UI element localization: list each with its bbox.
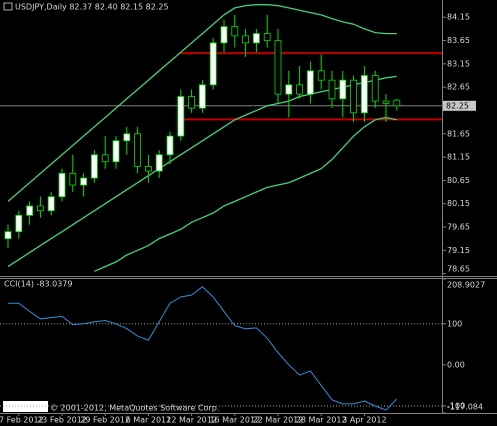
candle-body [209,42,217,86]
x-tick-label: 28 Mar 2012 [296,416,347,425]
band-upper [7,4,397,202]
x-tick-label: 3 Apr 2012 [342,416,386,425]
y-tick-label: 82.65 [447,83,470,92]
candle-body [15,214,23,233]
y-tick-label: 208.9027 [447,281,485,290]
candle-body [382,100,390,104]
band-lower [94,116,397,272]
chart-title: USDJPY,Daily 82.37 82.40 82.15 82.25 [15,3,169,12]
plot-area [0,286,442,411]
y-tick-label: 84.15 [447,13,470,22]
copyright: © 2001-2012, MetaQuotes Software Corp. [50,404,219,413]
y-tick-label: 83.15 [447,59,470,68]
y-tick-label: 0.00 [447,360,465,369]
candle-body [393,99,401,107]
candle-body [188,96,196,109]
x-tick-label: 12 Mar 2012 [166,416,217,425]
candle-body [252,33,260,44]
y-tick-label: 80.15 [447,199,470,208]
candle-body [317,70,325,81]
y-tick-label: 100 [447,319,462,328]
y-tick-label: 79.15 [447,246,470,255]
y-tick-label: 78.65 [447,265,470,274]
x-tick-label: 17 Feb 2012 [0,416,44,425]
candle-body [134,133,142,167]
candle-body [360,75,368,114]
candle-body [155,154,163,172]
x-tick-label: 6 Mar 2012 [126,416,172,425]
plot-area [0,4,442,272]
candle-body [47,196,55,212]
candle-body [274,40,282,95]
x-tick-label: 29 Feb 2012 [80,416,130,425]
candle-body [263,33,271,41]
current-price-label: 82.25 [446,101,469,110]
y-tick-label: 81.15 [447,153,470,162]
candle-body [220,26,228,44]
candle-body [198,84,206,109]
x-tick-label: 23 Feb 2012 [37,416,87,425]
candle-body [350,79,358,114]
candle-body [231,26,239,37]
candle-body [4,231,12,240]
y-tick-label: -100 [447,401,465,410]
current-price-box [443,100,476,111]
candle-body [166,135,174,156]
candle-body [37,205,44,212]
candle-body [306,70,314,95]
candle-body [285,84,293,95]
x-tick-label: 16 Mar 2012 [209,416,260,425]
candle-body [242,35,250,44]
candle-body [123,133,131,142]
candle-body [26,205,34,216]
candle-body [177,96,185,137]
y-tick-label: -117.084 [447,403,483,412]
candle-body [80,177,87,186]
candle-body [112,140,120,163]
y-tick-label: 81.65 [447,129,470,138]
candle-body [339,79,347,100]
y-tick-label: 79.65 [447,222,470,231]
label-box [3,401,48,412]
window-icon [3,2,13,11]
candle-body [91,154,98,179]
candle-body [144,165,152,172]
indicator-title: CCI(14) -83.0379 [4,280,72,289]
candle-body [371,75,379,102]
indicator-line [8,286,398,411]
candle-body [58,172,66,198]
candle-body [101,154,109,163]
y-tick-label: 83.65 [447,36,470,45]
candle-body [296,84,304,95]
candle-body [328,79,336,100]
candle-body [69,172,77,186]
y-tick-label: 80.65 [447,176,470,185]
x-tick-label: 22 Mar 2012 [253,416,304,425]
